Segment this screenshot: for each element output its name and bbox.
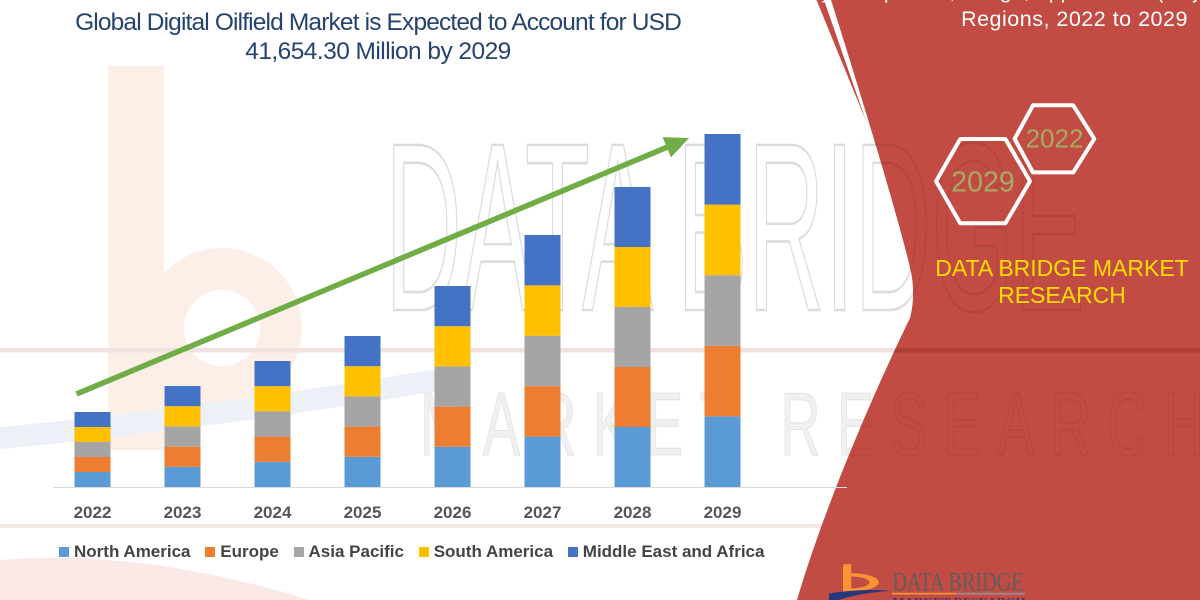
- svg-text:DATA BRIDGE: DATA BRIDGE: [893, 568, 1024, 597]
- svg-text:MARKET RESEARCH: MARKET RESEARCH: [893, 596, 1027, 600]
- svg-text:2029: 2029: [951, 167, 1014, 199]
- svg-text:2022: 2022: [1026, 124, 1084, 154]
